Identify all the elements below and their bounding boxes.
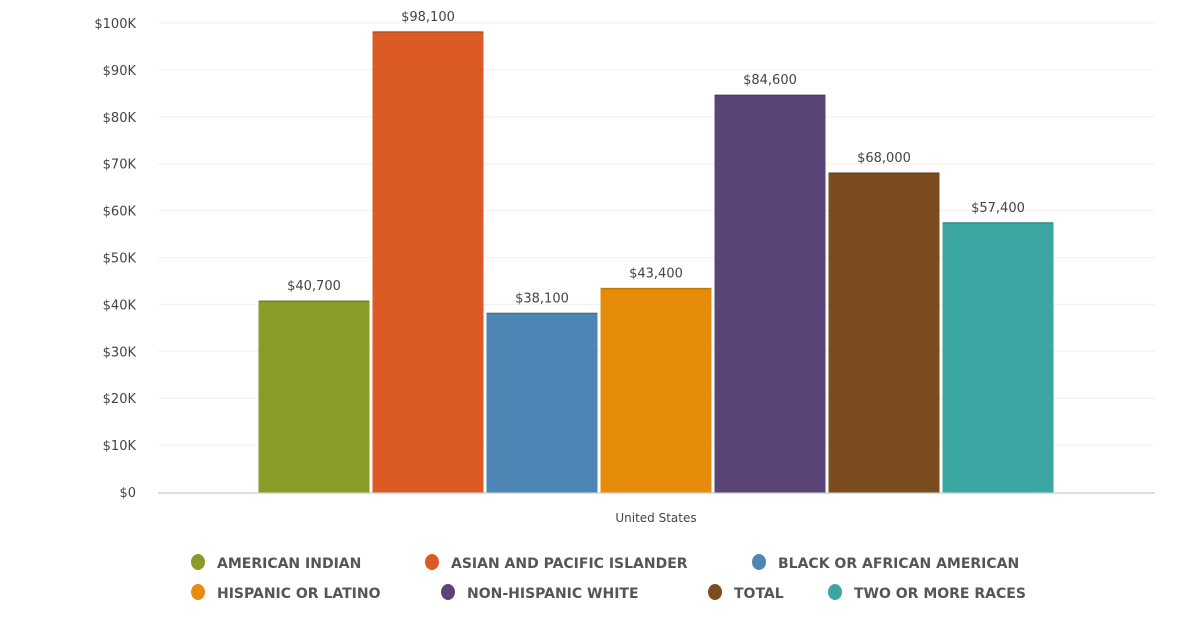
y-tick-label: $90K <box>103 64 137 79</box>
y-tick-label: $100K <box>94 17 136 32</box>
y-tick-label: $80K <box>103 111 137 126</box>
legend-label[interactable]: BLACK OR AFRICAN AMERICAN <box>778 556 1019 572</box>
bar[interactable] <box>486 312 598 493</box>
bar[interactable] <box>942 222 1054 493</box>
bar[interactable] <box>828 172 940 493</box>
legend-label[interactable]: HISPANIC OR LATINO <box>217 586 381 602</box>
y-tick-label: $0 <box>119 486 136 501</box>
data-label: $40,700 <box>287 279 341 294</box>
bar[interactable] <box>258 300 370 493</box>
legend-label[interactable]: TOTAL <box>734 586 784 602</box>
bar[interactable] <box>714 94 826 493</box>
legend-marker[interactable] <box>828 584 842 600</box>
y-tick-label: $50K <box>103 252 137 267</box>
y-tick-label: $30K <box>103 345 137 360</box>
legend-marker[interactable] <box>191 554 205 570</box>
legend-label[interactable]: NON-HISPANIC WHITE <box>467 586 639 602</box>
legend-label[interactable]: TWO OR MORE RACES <box>854 586 1026 602</box>
data-label: $43,400 <box>629 266 683 281</box>
legend-label[interactable]: ASIAN AND PACIFIC ISLANDER <box>451 556 688 572</box>
y-tick-label: $60K <box>103 205 137 220</box>
legend-marker[interactable] <box>191 584 205 600</box>
legend-marker[interactable] <box>441 584 455 600</box>
data-label: $98,100 <box>401 10 455 25</box>
x-category-label: United States <box>615 511 696 525</box>
legend-label[interactable]: AMERICAN INDIAN <box>217 556 361 572</box>
bar[interactable] <box>600 287 712 493</box>
data-label: $68,000 <box>857 151 911 166</box>
y-tick-label: $10K <box>103 439 137 454</box>
data-label: $84,600 <box>743 73 797 88</box>
y-tick-label: $70K <box>103 158 137 173</box>
y-tick-label: $20K <box>103 392 137 407</box>
bar[interactable] <box>372 31 484 493</box>
legend-marker[interactable] <box>708 584 722 600</box>
data-label: $38,100 <box>515 291 569 306</box>
y-tick-label: $40K <box>103 298 137 313</box>
legend-marker[interactable] <box>425 554 439 570</box>
legend-marker[interactable] <box>752 554 766 570</box>
data-label: $57,400 <box>971 201 1025 216</box>
